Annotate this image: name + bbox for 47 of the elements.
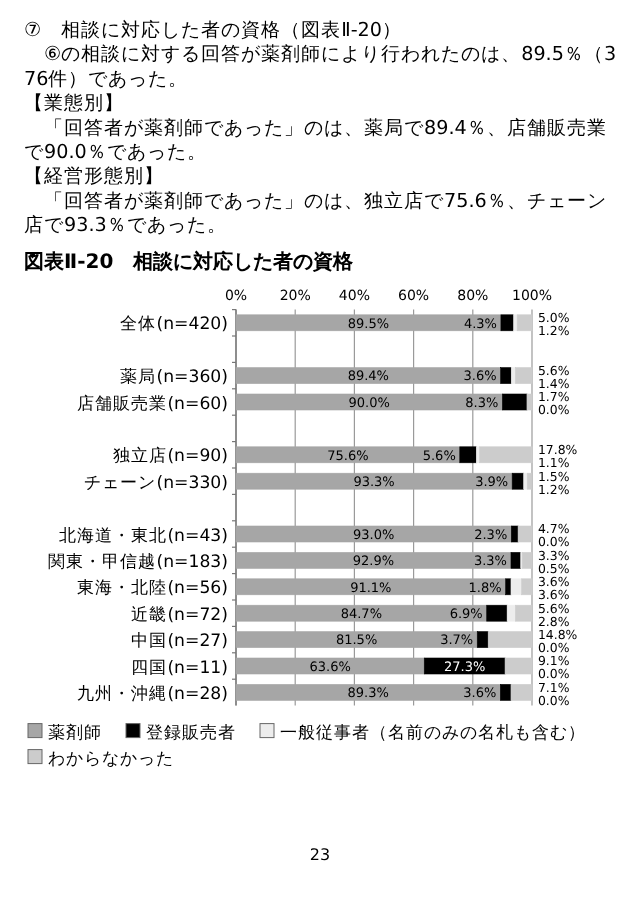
bar: [510, 578, 522, 596]
bar: [500, 314, 514, 332]
y-tick-label: 東海・北陸(n=56): [77, 577, 228, 600]
legend-label: 登録販売者: [146, 721, 236, 744]
bar: [486, 604, 508, 622]
text: ⑦ 相談に対応した者の資格（図表Ⅱ-20）: [24, 18, 402, 42]
y-tick-label: 店舗販売業(n=60): [77, 392, 228, 415]
bar: [517, 525, 533, 543]
chart-title: 図表Ⅱ-20 相談に対応した者の資格: [24, 249, 356, 274]
bar: [459, 446, 477, 464]
bar: [500, 367, 512, 384]
bar: [502, 393, 528, 411]
bar: [521, 578, 533, 596]
bar: [515, 604, 533, 622]
y-tick-label: 近畿(n=72): [131, 603, 228, 626]
y-tick-label: 北海道・東北(n=43): [59, 524, 228, 547]
bar: [510, 552, 522, 569]
text: 「回答者が薬剤師であった」のは、薬局で89.4％、店舗販売業で90.0％であった。: [24, 115, 607, 164]
bar: [506, 604, 516, 622]
bar: [504, 657, 533, 675]
y-tick-label: 四国(n=11): [131, 658, 228, 679]
y-tick-label: 関東・甲信越(n=183): [48, 551, 228, 573]
text: 【経営形態別】: [24, 164, 164, 189]
bar: [510, 684, 533, 701]
bar: [423, 657, 506, 675]
y-tick-label: チェーン(n=330): [84, 473, 228, 494]
legend-label: 一般従事者（名前のみの名札も含む）: [280, 721, 586, 744]
bar: [479, 446, 533, 464]
legend-label: 薬剤師: [48, 721, 102, 744]
y-tick-label: 中国(n=27): [131, 630, 228, 653]
bar: [500, 684, 512, 701]
y-tick-label: 九州・沖縄(n=28): [77, 683, 228, 705]
text: 23: [309, 846, 331, 864]
bar: [476, 631, 489, 648]
bar: [487, 631, 533, 648]
bar: [511, 472, 525, 490]
text: ⑥の相談に対する回答が薬剤師により行われたのは、89.5％（376件）であった。: [24, 42, 617, 91]
bar: [516, 314, 533, 332]
bar: [521, 552, 533, 569]
text: 「回答者が薬剤師であった」のは、独立店で75.6％、チェーン店で93.3％であった。: [24, 188, 607, 238]
y-tick-label: 全体(n=420): [120, 313, 228, 336]
y-tick-label: 薬局(n=360): [120, 366, 228, 389]
legend-label: わからなかった: [48, 749, 174, 770]
bar: [526, 393, 533, 411]
text: 【業態別】: [24, 91, 124, 116]
y-tick-label: 独立店(n=90): [113, 445, 228, 468]
bar: [515, 367, 533, 384]
